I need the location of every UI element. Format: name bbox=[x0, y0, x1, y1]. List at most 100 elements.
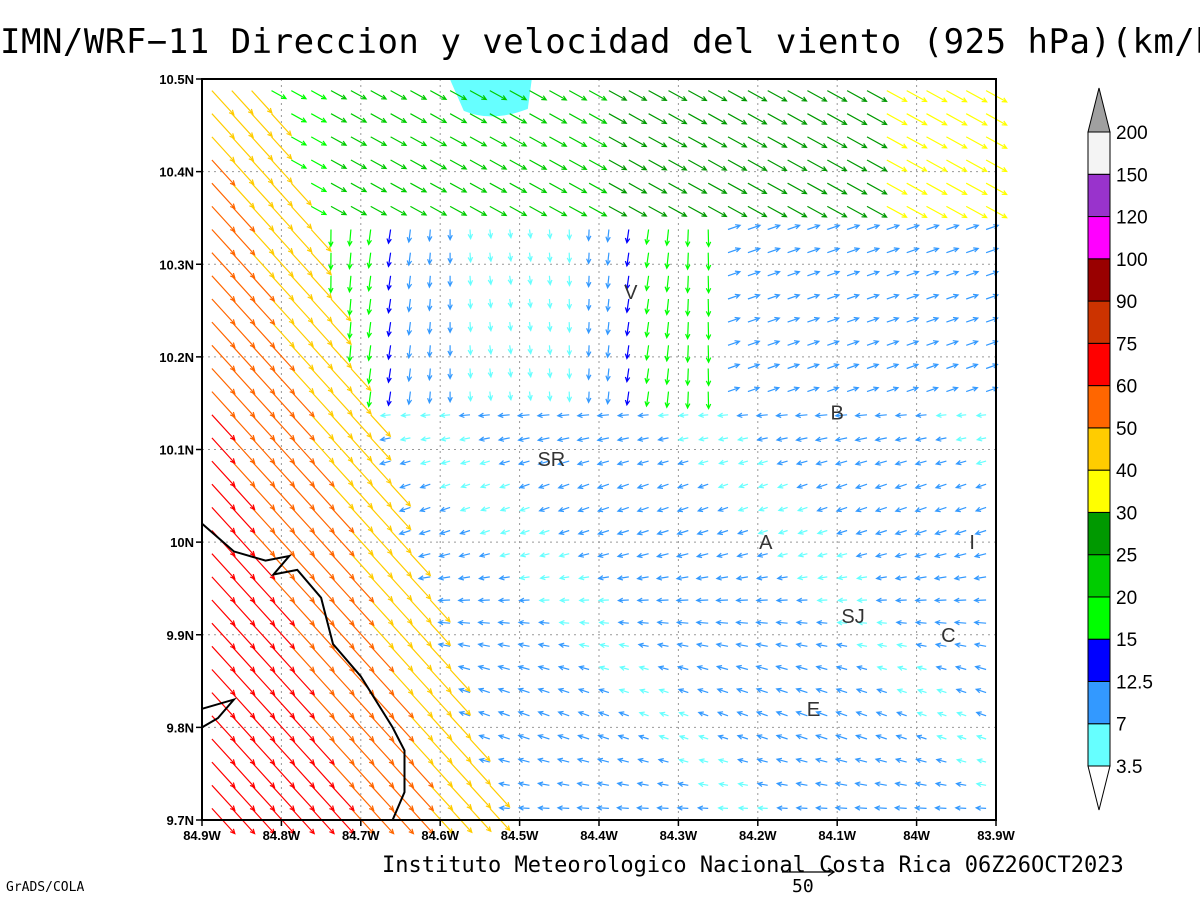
wind-arrow bbox=[797, 529, 808, 535]
wind-arrow bbox=[379, 436, 391, 442]
wind-arrow bbox=[846, 136, 868, 149]
wind-arrow bbox=[457, 575, 471, 581]
wind-arrow bbox=[211, 344, 236, 372]
wind-arrow bbox=[577, 529, 590, 536]
wind-arrow bbox=[616, 805, 629, 811]
wind-arrow bbox=[894, 757, 907, 764]
wind-arrow bbox=[458, 552, 471, 558]
wind-arrow bbox=[854, 436, 868, 442]
wind-arrow bbox=[914, 597, 927, 604]
wind-arrow bbox=[807, 113, 828, 125]
wind-arrow bbox=[557, 483, 570, 489]
wind-arrow bbox=[856, 642, 868, 649]
wind-arrow bbox=[469, 182, 488, 193]
y-tick-label: 10.1N bbox=[159, 443, 194, 458]
wind-arrow bbox=[946, 340, 960, 346]
wind-arrow bbox=[518, 575, 530, 581]
wind-arrow bbox=[271, 298, 295, 325]
wind-arrow bbox=[271, 205, 294, 231]
wind-arrow bbox=[410, 159, 428, 170]
wind-arrow bbox=[449, 784, 473, 810]
wind-arrow bbox=[447, 345, 453, 357]
wind-arrow bbox=[973, 552, 987, 559]
wind-arrow bbox=[836, 620, 848, 626]
wind-arrow bbox=[705, 391, 712, 410]
wind-arrow bbox=[787, 136, 808, 148]
wind-arrow bbox=[406, 275, 413, 290]
wind-arrow bbox=[310, 738, 335, 766]
wind-arrow bbox=[695, 575, 709, 581]
wind-arrow bbox=[290, 483, 316, 511]
wind-arrow bbox=[586, 391, 592, 404]
wind-arrow bbox=[429, 784, 454, 811]
wind-arrow bbox=[211, 669, 236, 696]
wind-arrow bbox=[807, 182, 828, 195]
wind-arrow bbox=[350, 692, 375, 719]
wind-arrow bbox=[479, 483, 490, 489]
wind-arrow bbox=[409, 692, 434, 718]
wind-arrow bbox=[211, 784, 236, 812]
wind-arrow bbox=[954, 642, 967, 648]
wind-arrow bbox=[795, 687, 808, 694]
wind-arrow bbox=[695, 552, 709, 559]
wind-arrow bbox=[756, 781, 768, 787]
wind-arrow bbox=[449, 159, 468, 170]
wind-arrow bbox=[618, 688, 629, 694]
wind-arrow bbox=[795, 710, 808, 717]
wind-arrow bbox=[827, 159, 848, 172]
chart-title: IMN/WRF−11 Direccion y velocidad del vie… bbox=[0, 22, 1200, 62]
wind-arrow bbox=[310, 645, 335, 673]
wind-arrow bbox=[310, 344, 334, 370]
wind-arrow bbox=[449, 205, 468, 216]
wind-arrow bbox=[624, 229, 631, 245]
wind-arrow bbox=[469, 205, 488, 216]
wind-arrow bbox=[418, 529, 431, 536]
wind-arrow bbox=[390, 692, 415, 719]
wind-arrow bbox=[717, 734, 729, 740]
wind-arrow bbox=[685, 298, 691, 317]
wind-arrow bbox=[756, 552, 768, 558]
wind-arrow bbox=[795, 757, 808, 763]
wind-arrow bbox=[211, 275, 236, 303]
wind-arrow bbox=[558, 642, 570, 648]
wind-arrow bbox=[271, 275, 295, 301]
legend-label: 50 bbox=[1116, 419, 1137, 440]
color-legend: 3.5 7 12.5 15 20 25 30 40 50 60 75 90 100 120 150 200 bbox=[1087, 87, 1153, 811]
wind-arrow bbox=[955, 758, 967, 764]
wind-arrow bbox=[406, 345, 413, 360]
wind-arrow bbox=[406, 298, 413, 313]
wind-arrow bbox=[429, 692, 453, 717]
wind-arrow bbox=[467, 298, 474, 310]
wind-arrow bbox=[707, 136, 728, 148]
wind-arrow bbox=[616, 506, 629, 513]
wind-arrow bbox=[390, 113, 408, 123]
wind-arrow bbox=[330, 159, 348, 169]
wind-arrow bbox=[417, 552, 431, 559]
wind-arrow bbox=[350, 761, 375, 789]
wind-arrow bbox=[676, 529, 689, 536]
wind-arrow bbox=[775, 412, 788, 419]
wind-arrow bbox=[934, 642, 947, 648]
reference-vector bbox=[782, 867, 836, 877]
y-tick-label: 9.7N bbox=[167, 813, 194, 828]
wind-arrow bbox=[370, 530, 393, 555]
wind-arrow bbox=[608, 205, 628, 217]
wind-arrow bbox=[556, 757, 570, 763]
wind-arrow bbox=[487, 298, 494, 309]
wind-arrow bbox=[469, 738, 491, 762]
wind-arrow bbox=[787, 293, 801, 300]
wind-arrow bbox=[231, 414, 256, 441]
wind-arrow bbox=[854, 781, 868, 787]
y-tick-label: 10.3N bbox=[159, 257, 194, 272]
wind-arrow bbox=[449, 715, 472, 740]
wind-arrow bbox=[685, 345, 691, 364]
wind-arrow bbox=[718, 459, 729, 465]
legend-label: 100 bbox=[1116, 250, 1148, 271]
wind-arrow bbox=[775, 642, 788, 648]
wind-arrow bbox=[656, 460, 669, 466]
wind-arrow bbox=[608, 159, 628, 171]
wind-arrow bbox=[529, 182, 548, 194]
wind-arrow bbox=[231, 692, 256, 719]
wind-arrow bbox=[290, 275, 314, 301]
wind-arrow bbox=[410, 90, 428, 100]
